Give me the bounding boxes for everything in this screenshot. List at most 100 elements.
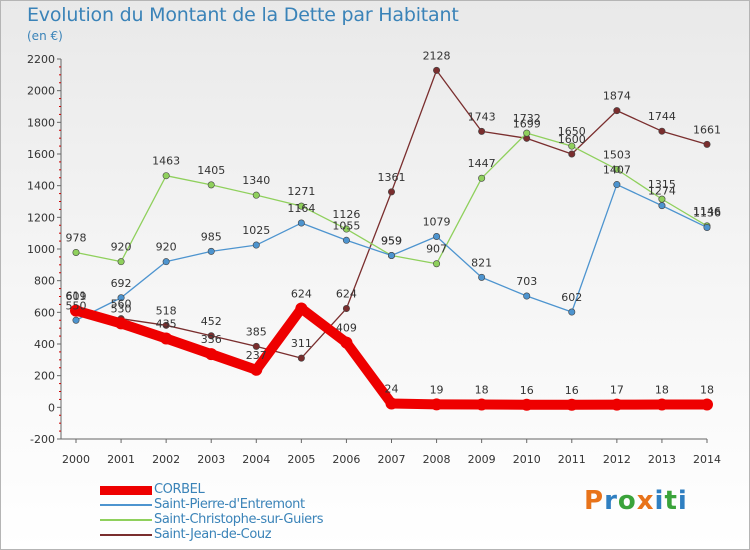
y-tick-label: 0 bbox=[48, 401, 55, 414]
data-point bbox=[658, 202, 666, 210]
data-label: 959 bbox=[381, 234, 402, 247]
legend-item-saint-christophe: Saint-Christophe-sur-Guiers bbox=[100, 512, 420, 528]
data-label: 1447 bbox=[468, 157, 496, 170]
data-label: 1361 bbox=[378, 171, 406, 184]
x-tick-label: 2013 bbox=[648, 453, 676, 466]
data-label: 1699 bbox=[513, 117, 541, 130]
data-point bbox=[297, 202, 305, 210]
legend-item-saint-pierre: Saint-Pierre-d'Entremont bbox=[100, 497, 420, 513]
data-point bbox=[523, 292, 531, 300]
data-label: 16 bbox=[565, 384, 579, 397]
data-point bbox=[205, 348, 218, 361]
data-label: 2128 bbox=[423, 49, 451, 62]
data-label: 18 bbox=[655, 383, 669, 396]
data-label: 1744 bbox=[648, 110, 676, 123]
data-label: 611 bbox=[66, 290, 87, 303]
data-point bbox=[117, 294, 125, 302]
proxiti-logo: Proxiti bbox=[584, 486, 688, 516]
data-point bbox=[703, 140, 711, 148]
data-point bbox=[250, 363, 263, 376]
x-tick-label: 2006 bbox=[332, 453, 360, 466]
data-label: 1600 bbox=[558, 133, 586, 146]
data-label: 1274 bbox=[648, 185, 676, 198]
data-point bbox=[297, 354, 305, 362]
chart-unit-label: (en €) bbox=[27, 29, 63, 43]
data-label: 624 bbox=[291, 288, 312, 301]
data-point bbox=[387, 251, 395, 259]
data-point bbox=[72, 316, 80, 324]
data-point bbox=[385, 397, 398, 410]
data-label: 409 bbox=[336, 322, 357, 335]
data-point bbox=[297, 219, 305, 227]
data-point bbox=[342, 236, 350, 244]
data-label: 1079 bbox=[423, 215, 451, 228]
x-tick-label: 2003 bbox=[197, 453, 225, 466]
data-point bbox=[207, 181, 215, 189]
data-point bbox=[478, 174, 486, 182]
y-tick-label: 2200 bbox=[27, 53, 55, 66]
y-tick-label: 400 bbox=[34, 338, 55, 351]
data-point bbox=[703, 223, 711, 231]
data-label: 1874 bbox=[603, 90, 631, 103]
data-label: 1340 bbox=[242, 174, 270, 187]
x-tick-label: 2014 bbox=[693, 453, 721, 466]
data-point bbox=[613, 181, 621, 189]
data-point bbox=[568, 308, 576, 316]
y-tick-label: 1400 bbox=[27, 180, 55, 193]
data-point bbox=[701, 398, 713, 411]
data-point bbox=[520, 398, 533, 411]
data-label: 1503 bbox=[603, 148, 631, 161]
legend-swatch-saint-pierre bbox=[100, 504, 152, 506]
x-tick-label: 2009 bbox=[468, 453, 496, 466]
legend-swatch-corbel bbox=[100, 486, 152, 495]
data-label: 920 bbox=[111, 241, 132, 254]
data-point bbox=[207, 332, 215, 340]
data-label: 385 bbox=[246, 325, 267, 338]
legend-label-saint-pierre: Saint-Pierre-d'Entremont bbox=[154, 497, 305, 512]
data-label: 1136 bbox=[693, 206, 721, 219]
data-point bbox=[252, 342, 260, 350]
legend-label-saint-jean: Saint-Jean-de-Couz bbox=[154, 527, 272, 542]
x-tick-label: 2002 bbox=[152, 453, 180, 466]
data-point bbox=[162, 258, 170, 266]
data-point bbox=[162, 321, 170, 329]
data-label: 1271 bbox=[287, 185, 315, 198]
data-label: 16 bbox=[520, 384, 534, 397]
y-tick-label: 600 bbox=[34, 306, 55, 319]
y-tick-label: 1200 bbox=[27, 211, 55, 224]
data-label: 1315 bbox=[648, 178, 676, 191]
data-label: 703 bbox=[516, 275, 537, 288]
data-point bbox=[655, 398, 668, 411]
data-label: 609 bbox=[66, 290, 87, 303]
data-label: 1407 bbox=[603, 164, 631, 177]
data-label: 435 bbox=[156, 317, 177, 330]
data-label: 821 bbox=[471, 256, 492, 269]
data-point bbox=[433, 66, 441, 74]
y-tick-label: -200 bbox=[30, 433, 55, 446]
data-label: 692 bbox=[111, 277, 132, 290]
legend-item-saint-jean: Saint-Jean-de-Couz bbox=[100, 527, 420, 543]
x-tick-label: 2007 bbox=[378, 453, 406, 466]
legend-swatch-saint-jean bbox=[100, 534, 152, 536]
data-point bbox=[523, 129, 531, 137]
data-label: 602 bbox=[561, 291, 582, 304]
data-label: 530 bbox=[111, 302, 132, 315]
x-tick-label: 2001 bbox=[107, 453, 135, 466]
data-point bbox=[478, 127, 486, 135]
legend-item-corbel: CORBEL bbox=[100, 482, 420, 498]
data-label: 1463 bbox=[152, 155, 180, 168]
data-point bbox=[72, 248, 80, 256]
data-label: 624 bbox=[336, 288, 357, 301]
legend-swatch-saint-christophe bbox=[100, 519, 152, 521]
data-point bbox=[478, 273, 486, 281]
data-label: 18 bbox=[475, 383, 489, 396]
data-point bbox=[433, 260, 441, 268]
data-point bbox=[252, 191, 260, 199]
x-tick-label: 2012 bbox=[603, 453, 631, 466]
y-tick-label: 800 bbox=[34, 275, 55, 288]
data-label: 19 bbox=[430, 383, 444, 396]
data-point bbox=[252, 241, 260, 249]
data-point bbox=[70, 304, 82, 317]
y-tick-label: 1000 bbox=[27, 243, 55, 256]
